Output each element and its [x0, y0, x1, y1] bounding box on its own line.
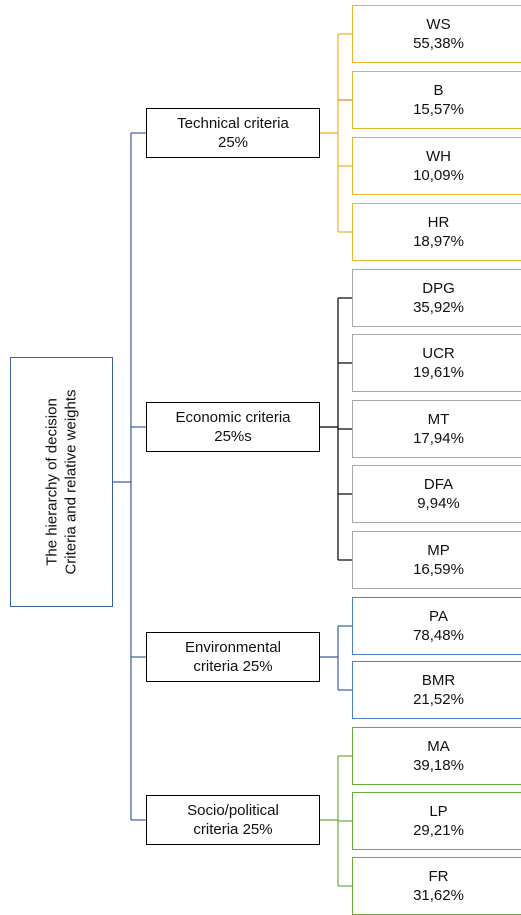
subcriterion-code: MP [427, 542, 450, 559]
subcriterion-code: LP [429, 803, 448, 820]
subcriterion-dfa: DFA 9,94% [352, 465, 521, 523]
subcriterion-mt: MT 17,94% [352, 400, 521, 458]
economic-connectors [320, 297, 352, 561]
subcriterion-weight: 29,21% [413, 822, 464, 839]
subcriterion-ma: MA 39,18% [352, 727, 521, 785]
root-node: The hierarchy of decision Criteria and r… [10, 357, 113, 607]
subcriterion-weight: 9,94% [417, 495, 460, 512]
criterion-weight: criteria 25% [193, 821, 273, 838]
subcriterion-weight: 16,59% [413, 561, 464, 578]
subcriterion-code: HR [427, 214, 450, 231]
subcriterion-weight: 21,52% [413, 691, 464, 708]
subcriterion-bmr: BMR 21,52% [352, 661, 521, 719]
subcriterion-weight: 35,92% [413, 299, 464, 316]
root-title-line2: Criteria and relative weights [62, 389, 80, 575]
subcriterion-wh: WH 10,09% [352, 137, 521, 195]
subcriterion-code: WH [426, 148, 451, 165]
subcriterion-code: UCR [422, 345, 455, 362]
subcriterion-weight: 55,38% [413, 35, 464, 52]
criterion-name: Technical criteria [177, 115, 289, 132]
criterion-socio-political: Socio/political criteria 25% [146, 795, 320, 845]
subcriterion-weight: 39,18% [413, 757, 464, 774]
criterion-name: Environmental [185, 639, 281, 656]
subcriterion-weight: 18,97% [413, 233, 464, 250]
subcriterion-code: BMR [421, 672, 456, 689]
subcriterion-weight: 19,61% [413, 364, 464, 381]
environmental-connectors [320, 625, 352, 691]
subcriterion-code: FR [428, 868, 449, 885]
subcriterion-code: MT [427, 411, 450, 428]
criterion-name: Socio/political [187, 802, 279, 819]
subcriterion-b: B 15,57% [352, 71, 521, 129]
criterion-weight: 25%s [214, 428, 252, 445]
subcriterion-fr: FR 31,62% [352, 857, 521, 915]
criterion-weight: 25% [217, 134, 249, 151]
subcriterion-pa: PA 78,48% [352, 597, 521, 655]
criterion-weight: criteria 25% [193, 658, 273, 675]
subcriterion-weight: 17,94% [413, 430, 464, 447]
subcriterion-code: WS [426, 16, 451, 33]
subcriterion-weight: 78,48% [413, 627, 464, 644]
criterion-economic: Economic criteria 25%s [146, 402, 320, 452]
subcriterion-ws: WS 55,38% [352, 5, 521, 63]
subcriterion-hr: HR 18,97% [352, 203, 521, 261]
criterion-name: Economic criteria [175, 409, 291, 426]
socio-connectors [320, 755, 352, 887]
subcriterion-weight: 15,57% [413, 101, 464, 118]
subcriterion-code: DFA [423, 476, 454, 493]
subcriterion-code: PA [429, 608, 448, 625]
criterion-environmental: Environmental criteria 25% [146, 632, 320, 682]
subcriterion-dpg: DPG 35,92% [352, 269, 521, 327]
subcriterion-mp: MP 16,59% [352, 531, 521, 589]
subcriterion-code: MA [427, 738, 450, 755]
root-title-line1: The hierarchy of decision [43, 398, 61, 566]
subcriterion-weight: 31,62% [413, 887, 464, 904]
criterion-technical: Technical criteria 25% [146, 108, 320, 158]
subcriterion-ucr: UCR 19,61% [352, 334, 521, 392]
subcriterion-weight: 10,09% [413, 167, 464, 184]
root-connectors [113, 132, 146, 821]
subcriterion-lp: LP 29,21% [352, 792, 521, 850]
subcriterion-code: DPG [422, 280, 455, 297]
subcriterion-code: B [433, 82, 444, 99]
technical-connectors [320, 33, 352, 233]
